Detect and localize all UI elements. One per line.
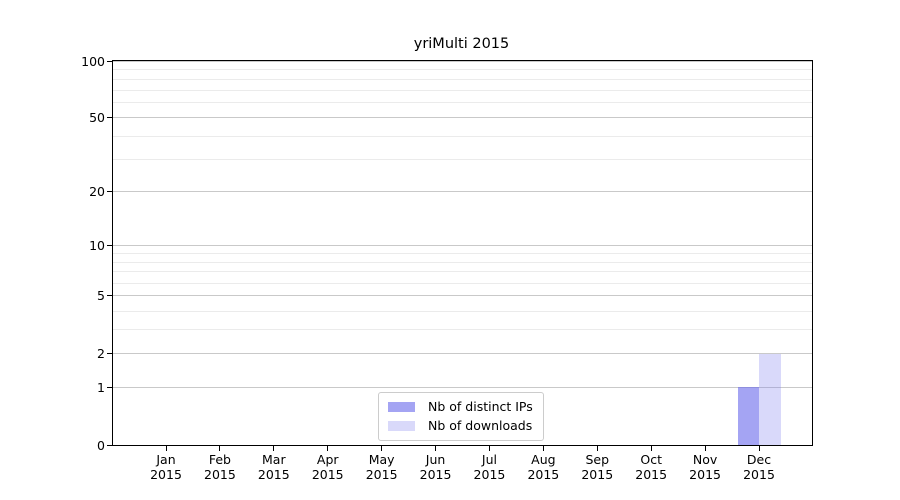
- x-tick-year: 2015: [257, 467, 290, 482]
- minor-gridline: [113, 282, 812, 284]
- y-tick-mark: [107, 444, 112, 446]
- bar-nb-of-distinct-ips-dec: [737, 387, 759, 445]
- major-gridline: [113, 191, 812, 193]
- x-tick-label: Feb 2015: [188, 452, 252, 482]
- y-tick-label: 5: [97, 288, 105, 304]
- x-tick-year: 2015: [689, 467, 721, 482]
- x-tick-mark: [381, 446, 383, 451]
- minor-gridline: [113, 252, 812, 254]
- legend-swatch-distinct-ips: [388, 401, 415, 412]
- x-tick-year: 2015: [365, 467, 398, 482]
- major-gridline: [113, 244, 812, 246]
- y-tick-label: 0: [97, 437, 105, 453]
- minor-gridline: [113, 329, 812, 331]
- x-tick-month: Jul: [481, 452, 497, 467]
- x-tick-month: Apr: [316, 452, 339, 467]
- y-tick-mark: [107, 244, 112, 246]
- minor-gridline: [113, 158, 812, 160]
- x-tick-mark: [435, 446, 437, 451]
- minor-gridline: [113, 261, 812, 263]
- y-tick-mark: [107, 353, 112, 355]
- legend-label-downloads: Nb of downloads: [428, 418, 533, 433]
- y-tick-label: 50: [89, 110, 105, 126]
- x-tick-label: Aug 2015: [511, 452, 575, 482]
- legend-label-distinct-ips: Nb of distinct IPs: [428, 399, 533, 414]
- x-tick-year: 2015: [743, 467, 775, 482]
- x-tick-year: 2015: [311, 467, 344, 482]
- x-tick-mark: [488, 446, 490, 451]
- x-tick-mark: [542, 446, 544, 451]
- minor-gridline: [113, 310, 812, 312]
- major-gridline: [113, 386, 812, 388]
- y-tick-mark: [107, 386, 112, 388]
- x-tick-label: Jan 2015: [134, 452, 198, 482]
- bar-nb-of-downloads-dec: [759, 353, 781, 445]
- y-tick-label: 100: [81, 53, 105, 69]
- y-tick-mark: [107, 60, 112, 62]
- y-tick-mark: [107, 191, 112, 193]
- x-tick-year: 2015: [204, 467, 236, 482]
- x-tick-month: Jan: [156, 452, 176, 467]
- x-tick-mark: [758, 446, 760, 451]
- y-tick-label: 2: [97, 346, 105, 362]
- x-tick-label: Oct 2015: [619, 452, 683, 482]
- x-tick-mark: [219, 446, 221, 451]
- x-tick-month: Nov: [692, 452, 718, 467]
- x-tick-year: 2015: [419, 467, 452, 482]
- x-tick-year: 2015: [635, 467, 668, 482]
- x-tick-month: May: [368, 452, 395, 467]
- x-tick-month: Oct: [640, 452, 662, 467]
- x-tick-label: Mar 2015: [242, 452, 306, 482]
- x-tick-year: 2015: [150, 467, 182, 482]
- x-tick-label: Sep 2015: [565, 452, 629, 482]
- x-tick-year: 2015: [473, 467, 506, 482]
- minor-gridline: [113, 271, 812, 273]
- x-tick-label: Jun 2015: [404, 452, 468, 482]
- x-tick-month: Jun: [425, 452, 446, 467]
- y-tick-label: 20: [89, 184, 105, 200]
- x-tick-year: 2015: [527, 467, 560, 482]
- x-tick-label: May 2015: [350, 452, 414, 482]
- minor-gridline: [113, 89, 812, 91]
- legend-item-distinct-ips: Nb of distinct IPs: [388, 399, 533, 414]
- x-tick-month: Dec: [746, 452, 772, 467]
- minor-gridline: [113, 78, 812, 80]
- x-tick-month: Sep: [585, 452, 610, 467]
- x-tick-mark: [273, 446, 275, 451]
- minor-gridline: [113, 69, 812, 71]
- x-tick-label: Apr 2015: [296, 452, 360, 482]
- x-tick-month: Feb: [208, 452, 231, 467]
- x-tick-mark: [596, 446, 598, 451]
- y-tick-label: 10: [89, 237, 105, 253]
- x-tick-label: Nov 2015: [673, 452, 737, 482]
- y-tick-mark: [107, 117, 112, 119]
- x-tick-mark: [165, 446, 167, 451]
- x-tick-mark: [650, 446, 652, 451]
- x-tick-year: 2015: [581, 467, 614, 482]
- minor-gridline: [113, 135, 812, 137]
- chart-title: yriMulti 2015: [413, 36, 510, 52]
- major-gridline: [113, 117, 812, 119]
- y-tick-label: 1: [97, 379, 105, 395]
- y-tick-mark: [107, 295, 112, 297]
- plot-area: 0 1 2 5 10 20 50 100 Jan 2015 Feb 2015 Mar 2015 Apr 201…: [81, 54, 813, 482]
- x-tick-mark: [704, 446, 706, 451]
- major-gridline: [113, 60, 812, 62]
- minor-gridline: [113, 102, 812, 104]
- legend: Nb of distinct IPs Nb of downloads: [378, 392, 544, 441]
- x-tick-mark: [327, 446, 329, 451]
- major-gridline: [113, 353, 812, 355]
- major-gridline: [113, 295, 812, 297]
- legend-swatch-downloads: [388, 420, 415, 431]
- legend-item-downloads: Nb of downloads: [388, 418, 533, 433]
- x-tick-month: Aug: [531, 452, 556, 467]
- x-tick-month: Mar: [262, 452, 286, 467]
- x-tick-label: Dec 2015: [727, 452, 791, 482]
- x-tick-label: Jul 2015: [457, 452, 521, 482]
